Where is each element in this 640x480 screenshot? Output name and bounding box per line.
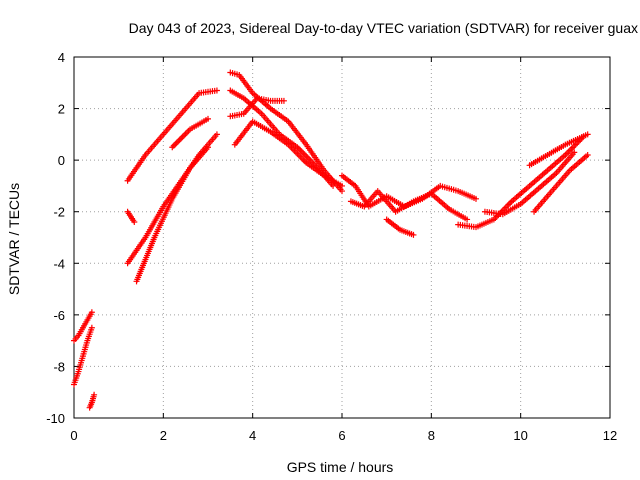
- x-tick-label: 10: [513, 428, 527, 443]
- data-point: [464, 216, 471, 223]
- data-point: [280, 97, 287, 104]
- data-point: [330, 182, 337, 189]
- y-axis-label: SDTVAR / TECUs: [6, 183, 22, 295]
- data-point: [131, 219, 138, 226]
- data-point: [339, 182, 345, 189]
- series-arc-n: [347, 188, 471, 223]
- series-arc-k: [227, 95, 287, 120]
- series-arc-a: [71, 309, 95, 344]
- series-arc-g: [124, 208, 138, 226]
- y-tick-label: -4: [53, 256, 65, 271]
- series-arc-f: [133, 144, 211, 285]
- x-tick-label: 0: [70, 428, 77, 443]
- series-arc-d: [124, 87, 220, 184]
- data-point: [91, 391, 98, 398]
- data-point: [88, 309, 95, 316]
- data-point: [213, 131, 220, 138]
- x-tick-label: 2: [160, 428, 167, 443]
- y-tick-label: 4: [58, 50, 65, 65]
- data-point: [213, 87, 220, 94]
- data-point: [584, 151, 591, 158]
- data-point: [205, 115, 211, 122]
- x-tick-label: 4: [249, 428, 256, 443]
- series-arc-q: [481, 149, 578, 218]
- chart-title: Day 043 of 2023, Sidereal Day-to-day VTE…: [129, 20, 638, 36]
- series-arc-c: [86, 391, 98, 411]
- x-tick-label: 12: [603, 428, 617, 443]
- series-arc-p: [455, 133, 587, 231]
- x-tick-label: 6: [338, 428, 345, 443]
- tick-layer: 0 2 4 6 8 10 12 -10 -8 -6 -4 -2 0 2 4: [46, 50, 617, 443]
- x-axis-label: GPS time / hours: [287, 459, 394, 475]
- y-tick-label: 0: [58, 153, 65, 168]
- series-arc-s: [531, 151, 591, 215]
- y-tick-label: -10: [46, 411, 65, 426]
- series-arc-h: [169, 115, 211, 151]
- data-point: [339, 188, 345, 195]
- data-point: [410, 231, 417, 238]
- data-point: [205, 144, 211, 151]
- y-tick-label: -2: [53, 205, 65, 220]
- series-arc-l: [231, 118, 345, 189]
- series-arc-b: [71, 324, 95, 388]
- data-point: [584, 131, 591, 138]
- series-arc-m: [339, 172, 479, 210]
- x-tick-label: 8: [428, 428, 435, 443]
- data-point: [473, 195, 479, 202]
- y-tick-label: -6: [53, 308, 65, 323]
- grid-layer: [74, 57, 610, 418]
- points-layer: [71, 69, 591, 411]
- y-tick-label: -8: [53, 359, 65, 374]
- series-arc-o: [383, 216, 417, 238]
- y-tick-label: 2: [58, 102, 65, 117]
- data-point: [571, 149, 578, 156]
- series-arc-r: [526, 131, 591, 169]
- data-point: [88, 324, 95, 331]
